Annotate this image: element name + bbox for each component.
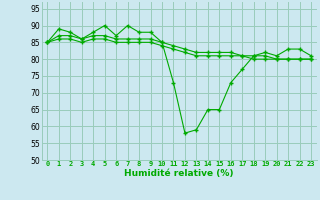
X-axis label: Humidité relative (%): Humidité relative (%) (124, 169, 234, 178)
